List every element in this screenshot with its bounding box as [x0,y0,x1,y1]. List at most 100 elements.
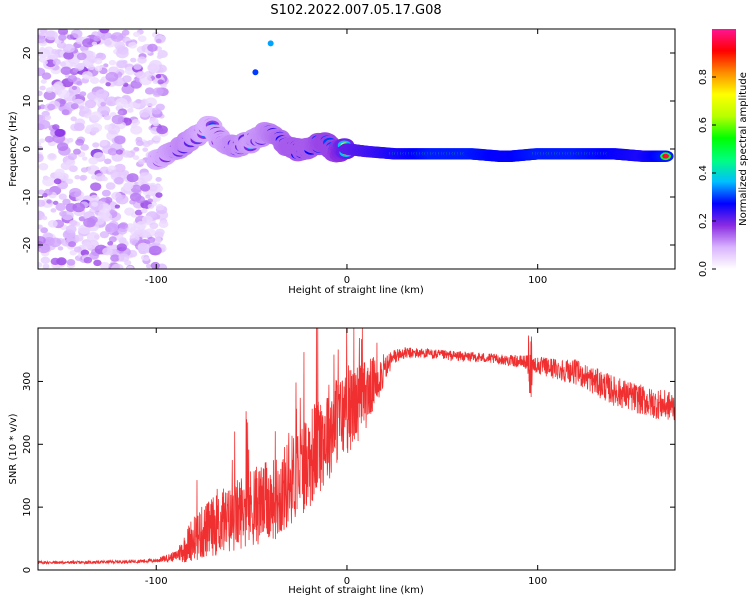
noise-cell [42,193,48,198]
noise-cell [74,234,84,242]
noise-cell [56,142,69,152]
noise-cell [78,105,85,110]
noise-cell [67,153,78,161]
noise-cell [40,79,47,84]
noise-cell [94,58,103,65]
noise-cell [73,122,85,132]
noise-cell [39,85,46,91]
noise-cell [52,124,60,130]
noise-cell [71,85,78,90]
noise-cell [93,259,102,267]
noise-cell [50,208,57,213]
snr-x-ticks: -100 0 100 [145,328,547,587]
noise-cell [155,74,162,79]
noise-cell [65,225,77,234]
noise-cell [52,200,59,206]
noise-cell [62,198,71,206]
noise-cell [133,229,144,238]
noise-cell [110,32,124,42]
noise-cell [105,226,112,232]
noise-cell [147,62,160,73]
x-tick-label: -100 [145,275,168,286]
noise-cell [70,29,83,39]
noise-cell [57,29,69,36]
noise-cell [101,189,111,197]
noise-cell [160,83,167,89]
spectrogram-y-ticks: -20 -10 0 10 20 [22,47,675,253]
noise-cell [155,38,162,44]
noise-cell [76,52,87,61]
noise-cell [44,114,52,121]
noise-cell [47,219,58,228]
noise-cell [40,227,49,234]
noise-cell [99,231,110,239]
noise-cell [91,41,98,46]
noise-cell [147,43,158,52]
x-tick-label: 0 [344,275,350,286]
noise-cell [140,208,148,214]
noise-cell [101,176,108,182]
noise-cell [90,77,100,85]
noise-cell [94,65,103,72]
y-tick-label: 100 [22,498,33,517]
noise-cell [81,71,93,80]
noise-cell [155,192,163,198]
noise-cell [42,176,55,187]
y-tick-label: 20 [22,47,33,60]
noise-cell [141,215,153,224]
noise-cell [58,193,67,200]
spectrogram-x-label: Height of straight line (km) [288,285,424,296]
noise-cell [76,63,85,70]
x-tick-label: 100 [528,275,547,286]
noise-cell [146,139,154,145]
noise-cell [141,254,150,261]
snr-panel: -100 0 100 0 100 200 300 Height of straight l… [8,327,676,596]
noise-cell [101,76,107,81]
noise-cell [102,247,113,256]
noise-cell [115,194,129,205]
noise-cell [122,75,132,83]
noise-cell [133,31,141,38]
noise-cell [105,82,111,87]
noise-cell [61,109,70,116]
colorbar-label: Normalized spectral amplitude [738,72,749,226]
noise-cell [57,89,70,99]
noise-cell [80,249,90,257]
noise-cell [50,257,61,266]
noise-cell [128,41,137,49]
y-tick-label: 200 [22,435,33,454]
noise-cell [42,263,50,269]
noise-cell [111,114,125,125]
noise-cell [62,177,69,182]
noise-cell [156,125,168,135]
noise-cell [135,71,146,79]
noise-cell [75,196,83,202]
noise-cell [150,261,161,269]
noise-cell [55,202,66,212]
noise-cell [116,60,127,69]
noise-cell [78,216,86,222]
noise-cell [135,98,142,104]
noise-cell [138,245,150,255]
colorbar-tick-label: 0.4 [698,165,709,181]
noise-cell [141,231,151,239]
noise-cell [117,110,124,115]
noise-cell [63,51,74,60]
noise-cell [51,49,59,55]
noise-cell [74,174,81,180]
noise-cell [70,116,77,122]
noise-cell [117,227,128,235]
noise-cell [127,107,134,113]
colorbar: 0.0 0.2 0.4 0.6 0.8 Normalized spectral ampl… [698,29,749,277]
y-tick-label: 300 [22,372,33,391]
noise-cell [148,245,162,256]
noise-cell [38,243,51,254]
noise-cell [82,58,94,68]
noise-cell [38,235,46,245]
noise-cell [104,196,113,204]
noise-cell [90,182,102,191]
noise-cell [52,58,61,66]
x-tick-label: -100 [145,576,168,587]
noise-cell [59,61,67,67]
noise-cell [38,224,43,230]
